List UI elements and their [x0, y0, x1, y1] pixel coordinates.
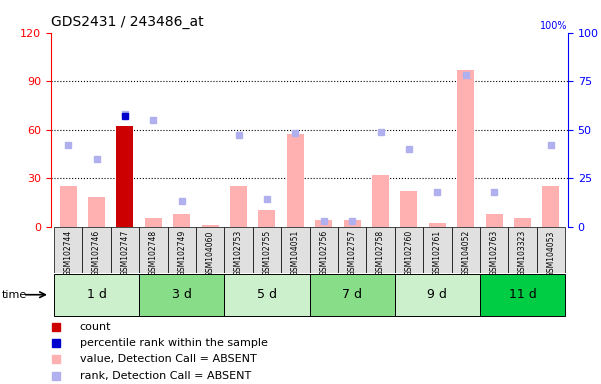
Bar [139, 227, 168, 273]
Bar [480, 227, 508, 273]
Text: value, Detection Call = ABSENT: value, Detection Call = ABSENT [79, 354, 256, 364]
Text: 5 d: 5 d [257, 288, 277, 301]
Bar [82, 227, 111, 273]
Text: 100%: 100% [540, 21, 568, 31]
Bar [252, 227, 281, 273]
Bar [457, 70, 474, 227]
Text: GSM102757: GSM102757 [347, 230, 356, 276]
Text: GSM102753: GSM102753 [234, 230, 243, 276]
Bar [258, 210, 275, 227]
Bar [372, 175, 389, 227]
Text: GSM102744: GSM102744 [64, 230, 73, 276]
Bar [514, 218, 531, 227]
Bar [429, 223, 446, 227]
Text: 7 d: 7 d [342, 288, 362, 301]
Text: time: time [2, 290, 27, 300]
Text: percentile rank within the sample: percentile rank within the sample [79, 338, 267, 348]
Text: GSM104053: GSM104053 [546, 230, 555, 276]
Bar [201, 225, 219, 227]
Text: 3 d: 3 d [172, 288, 192, 301]
Bar [395, 273, 480, 316]
Bar [537, 227, 565, 273]
Bar [480, 273, 565, 316]
Text: GSM102761: GSM102761 [433, 230, 442, 276]
Text: GSM104052: GSM104052 [461, 230, 470, 276]
Text: GSM102746: GSM102746 [92, 230, 101, 276]
Text: 1 d: 1 d [87, 288, 106, 301]
Bar [451, 227, 480, 273]
Bar [395, 227, 423, 273]
Bar [173, 214, 191, 227]
Bar [224, 227, 252, 273]
Text: 11 d: 11 d [508, 288, 536, 301]
Bar [486, 214, 502, 227]
Bar [508, 227, 537, 273]
Bar [400, 191, 418, 227]
Bar [310, 273, 395, 316]
Text: GSM102747: GSM102747 [120, 230, 129, 276]
Text: GDS2431 / 243486_at: GDS2431 / 243486_at [51, 15, 204, 29]
Bar [367, 227, 395, 273]
Bar [59, 186, 77, 227]
Text: GSM102763: GSM102763 [490, 230, 499, 276]
Text: rank, Detection Call = ABSENT: rank, Detection Call = ABSENT [79, 371, 251, 381]
Text: GSM104051: GSM104051 [291, 230, 300, 276]
Bar [139, 273, 224, 316]
Bar [315, 220, 332, 227]
Bar [287, 134, 304, 227]
Text: count: count [79, 321, 111, 331]
Text: GSM103323: GSM103323 [518, 230, 527, 276]
Bar [88, 197, 105, 227]
Text: 9 d: 9 d [427, 288, 447, 301]
Bar [145, 218, 162, 227]
Bar [168, 227, 196, 273]
Bar [310, 227, 338, 273]
Text: GSM104060: GSM104060 [206, 230, 215, 276]
Bar [224, 273, 310, 316]
Bar [54, 273, 139, 316]
Bar [117, 126, 133, 227]
Bar [338, 227, 367, 273]
Bar [542, 186, 560, 227]
Text: GSM102760: GSM102760 [404, 230, 413, 276]
Text: GSM102755: GSM102755 [263, 230, 272, 276]
Bar [344, 220, 361, 227]
Text: GSM102758: GSM102758 [376, 230, 385, 276]
Bar [196, 227, 224, 273]
Bar [423, 227, 451, 273]
Bar [54, 227, 82, 273]
Bar [230, 186, 247, 227]
Text: GSM102748: GSM102748 [149, 230, 158, 276]
Text: GSM102749: GSM102749 [177, 230, 186, 276]
Text: GSM102756: GSM102756 [319, 230, 328, 276]
Bar [111, 227, 139, 273]
Bar [281, 227, 310, 273]
